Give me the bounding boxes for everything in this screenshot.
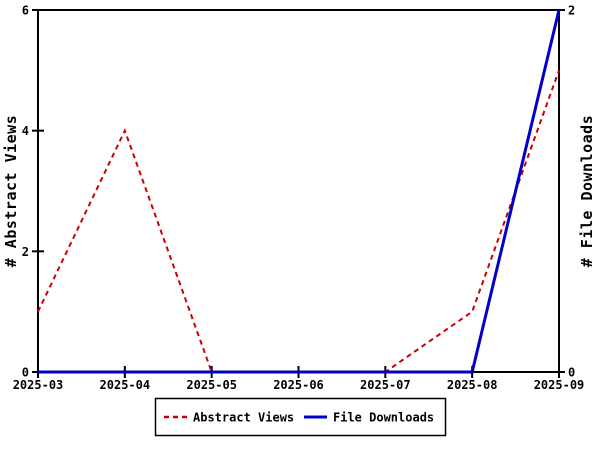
legend-box — [154, 397, 447, 437]
y-left-tick-label: 4 — [22, 124, 29, 138]
x-tick-label: 2025-09 — [534, 378, 585, 392]
legend-label-file-downloads: File Downloads — [333, 411, 434, 425]
x-tick-label: 2025-08 — [447, 378, 498, 392]
x-tick-label: 2025-03 — [13, 378, 64, 392]
y-left-tick-label: 2 — [22, 245, 29, 259]
x-tick-label: 2025-05 — [186, 378, 237, 392]
y-axis-right-title: # File Downloads — [578, 115, 596, 268]
y-left-tick-label: 6 — [22, 4, 29, 18]
x-tick-label: 2025-06 — [273, 378, 324, 392]
x-tick-label: 2025-07 — [360, 378, 411, 392]
series-line-file-downloads — [38, 9, 561, 374]
y-right-tick-label: 0 — [568, 366, 575, 380]
y-axis-right-ticks: 02 — [553, 4, 575, 380]
x-tick-label: 2025-04 — [100, 378, 151, 392]
series-lines — [37, 9, 561, 374]
plot-frame — [37, 9, 560, 373]
y-axis-left-ticks: 0 2 4 6 — [22, 4, 44, 380]
series-line-abstract-views — [37, 69, 560, 373]
y-axis-left-title: # Abstract Views — [2, 115, 20, 268]
y-right-tick-label: 2 — [568, 4, 575, 18]
y-left-tick-label: 0 — [22, 366, 29, 380]
x-axis-ticks: 2025-03 2025-04 2025-05 2025-06 2025-07 2025-… — [13, 366, 585, 392]
legend-label-abstract-views: Abstract Views — [193, 411, 294, 425]
legend: Abstract Views File Downloads — [154, 397, 447, 437]
